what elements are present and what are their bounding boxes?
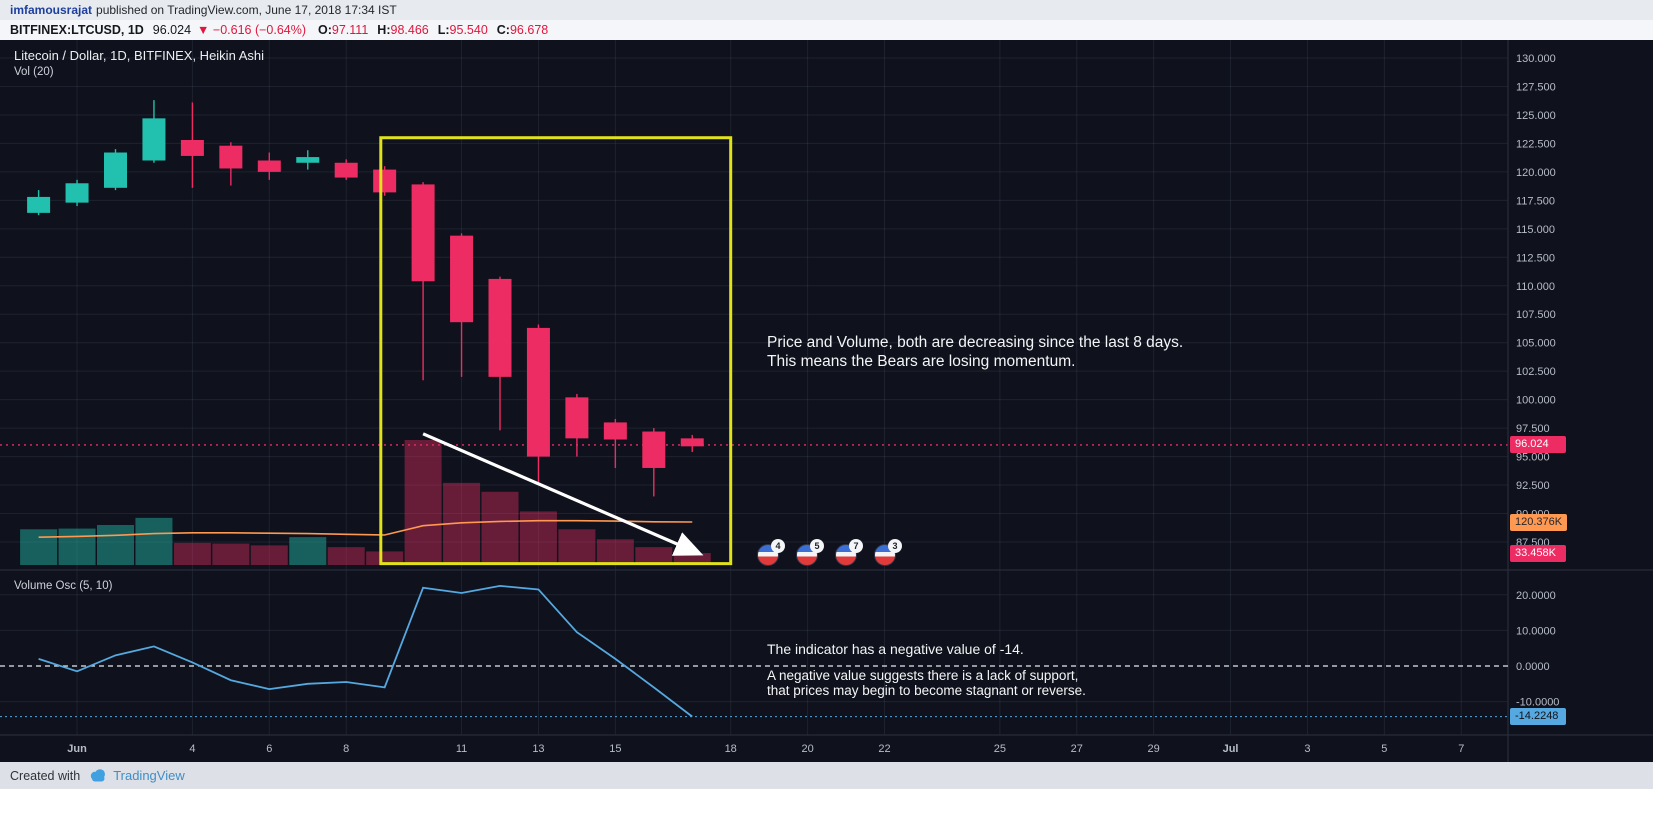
volume-bars xyxy=(20,440,711,565)
low-value: L:95.540 xyxy=(437,23,488,37)
volume-indicator-label[interactable]: Vol (20) xyxy=(14,66,54,78)
price-down-arrow-icon: ▼ xyxy=(197,23,210,37)
svg-text:11: 11 xyxy=(456,743,467,755)
svg-text:5: 5 xyxy=(1381,743,1387,755)
chart-area: 130.000 127.500 125.000 122.500 120.000 117.5… xyxy=(0,40,1653,762)
oscillator-value-badge: -14.2248 xyxy=(1510,708,1566,726)
svg-text:107.500: 107.500 xyxy=(1516,309,1556,321)
svg-text:4: 4 xyxy=(189,743,195,755)
annotation-line: A negative value suggests there is a lac… xyxy=(767,668,1079,683)
reaction-count-badge: 4 xyxy=(771,539,785,553)
svg-text:0.0000: 0.0000 xyxy=(1516,661,1550,673)
tradingview-brand-link[interactable]: TradingView xyxy=(113,768,185,783)
username-link[interactable]: imfamousrajat xyxy=(10,3,93,17)
svg-text:6: 6 xyxy=(266,743,272,755)
reaction-count-badge: 3 xyxy=(888,539,902,553)
svg-text:127.500: 127.500 xyxy=(1516,81,1556,93)
svg-text:122.500: 122.500 xyxy=(1516,138,1556,150)
svg-text:95.000: 95.000 xyxy=(1516,452,1550,464)
reaction-emoji-icon[interactable]: 7 xyxy=(835,539,863,566)
svg-text:20: 20 xyxy=(801,743,813,755)
svg-text:105.000: 105.000 xyxy=(1516,338,1556,350)
annotation-indicator-meaning: A negative value suggests there is a lac… xyxy=(767,668,1086,698)
svg-text:130.000: 130.000 xyxy=(1516,53,1556,65)
reaction-count-badge: 7 xyxy=(849,539,863,553)
annotation-line: This means the Bears are losing momentum… xyxy=(767,353,1076,370)
publish-info-text: published on TradingView.com, June 17, 2… xyxy=(96,3,397,17)
svg-text:15: 15 xyxy=(609,743,621,755)
candles xyxy=(27,100,704,497)
svg-text:3: 3 xyxy=(1304,743,1310,755)
svg-text:112.500: 112.500 xyxy=(1516,252,1555,264)
oscillator-line xyxy=(38,584,693,718)
reactions-row: 4 5 7 3 xyxy=(757,539,902,566)
svg-text:102.500: 102.500 xyxy=(1516,366,1556,378)
last-price-badge: 96.024 xyxy=(1510,436,1566,454)
svg-text:125.000: 125.000 xyxy=(1516,110,1556,122)
trend-arrow xyxy=(422,432,704,556)
volume-ma-line xyxy=(38,519,693,538)
price-change: −0.616 (−0.64%) xyxy=(212,23,307,37)
svg-text:110.000: 110.000 xyxy=(1516,281,1555,293)
reaction-emoji-icon[interactable]: 4 xyxy=(757,539,785,566)
svg-text:115.000: 115.000 xyxy=(1516,224,1555,236)
reaction-emoji-icon[interactable]: 3 xyxy=(874,539,902,566)
symbol-name[interactable]: BITFINEX:LTCUSD, 1D xyxy=(10,23,144,37)
svg-text:Jul: Jul xyxy=(1223,743,1239,755)
chart-title: Litecoin / Dollar, 1D, BITFINEX, Heikin … xyxy=(14,48,264,63)
symbol-last-price: 96.024 xyxy=(152,23,192,37)
svg-text:97.500: 97.500 xyxy=(1516,423,1550,435)
volume-badge: 33.458K xyxy=(1510,544,1566,562)
open-value: O:97.111 xyxy=(318,23,369,37)
svg-text:92.500: 92.500 xyxy=(1516,480,1550,492)
reaction-emoji-icon[interactable]: 5 xyxy=(796,539,824,566)
chart-canvas[interactable]: 130.000 127.500 125.000 122.500 120.000 117.5… xyxy=(0,40,1653,762)
highlight-box xyxy=(379,136,733,566)
svg-text:Jun: Jun xyxy=(67,743,87,755)
svg-text:100.000: 100.000 xyxy=(1516,395,1556,407)
svg-text:22: 22 xyxy=(878,743,890,755)
footer-bar: Created with TradingView xyxy=(0,762,1653,789)
svg-text:10.0000: 10.0000 xyxy=(1516,625,1556,637)
annotation-line: that prices may begin to become stagnant… xyxy=(767,683,1086,698)
publish-bar: imfamousrajat published on TradingView.c… xyxy=(0,0,1653,20)
svg-text:-10.0000: -10.0000 xyxy=(1516,697,1559,709)
svg-text:18: 18 xyxy=(725,743,737,755)
svg-text:7: 7 xyxy=(1458,743,1464,755)
created-with-label: Created with xyxy=(10,768,81,783)
svg-text:29: 29 xyxy=(1148,743,1160,755)
svg-text:13: 13 xyxy=(532,743,544,755)
high-value: H:98.466 xyxy=(377,23,429,37)
annotation-price-volume: Price and Volume, both are decreasing si… xyxy=(767,333,1183,371)
volume-ma-badge: 120.376K xyxy=(1510,513,1568,531)
svg-text:20.0000: 20.0000 xyxy=(1516,590,1556,602)
symbol-info-bar: BITFINEX:LTCUSD, 1D 96.024 ▼ −0.616 (−0.… xyxy=(0,20,1653,40)
reaction-count-badge: 5 xyxy=(810,539,824,553)
svg-text:8: 8 xyxy=(343,743,349,755)
oscillator-indicator-label[interactable]: Volume Osc (5, 10) xyxy=(14,580,113,592)
annotation-indicator-value: The indicator has a negative value of -1… xyxy=(767,641,1024,657)
svg-text:27: 27 xyxy=(1071,743,1083,755)
svg-text:117.500: 117.500 xyxy=(1516,195,1555,207)
tradingview-logo-icon[interactable] xyxy=(88,768,108,783)
close-value: C:96.678 xyxy=(496,23,549,37)
svg-text:25: 25 xyxy=(994,743,1006,755)
annotation-line: Price and Volume, both are decreasing si… xyxy=(767,334,1184,351)
svg-text:120.000: 120.000 xyxy=(1516,167,1556,179)
